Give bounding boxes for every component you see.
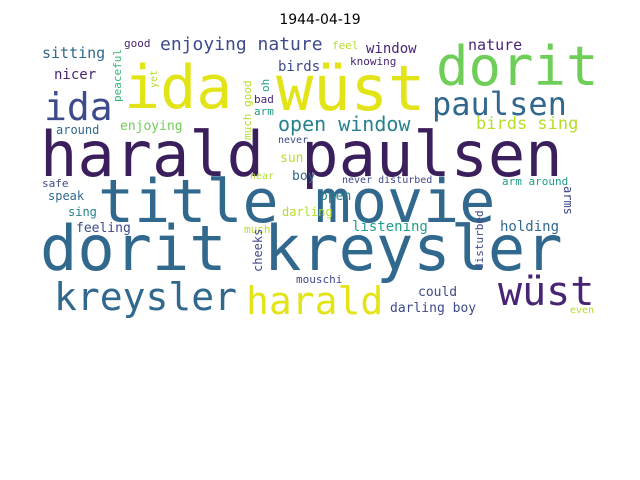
word: safe	[42, 177, 69, 190]
word: nature	[468, 36, 523, 54]
word: around	[56, 123, 100, 137]
word: cheeks	[251, 228, 265, 272]
word: darling	[282, 205, 333, 219]
word: arm around	[502, 175, 569, 188]
word: much	[244, 223, 271, 236]
word: much good	[241, 80, 254, 140]
chart-title: 1944-04-19	[279, 12, 361, 28]
word: dorit	[436, 36, 594, 98]
word: oh	[259, 78, 272, 92]
word: listening	[352, 219, 428, 235]
word: speak	[48, 189, 85, 203]
word: arms	[561, 186, 575, 215]
word: arm	[254, 105, 274, 118]
word: even	[570, 305, 594, 316]
word: darling boy	[390, 301, 477, 316]
word: bad	[254, 93, 274, 106]
word: sun	[280, 151, 304, 166]
word: enjoying	[120, 119, 183, 134]
word: disturbed	[473, 210, 486, 270]
word: harald paulsen	[40, 118, 563, 191]
word: wüst	[498, 269, 594, 315]
word: feeling	[76, 221, 131, 236]
word: sitting	[42, 44, 106, 62]
word: could	[418, 285, 458, 300]
word: birds	[278, 59, 321, 75]
word: harald	[246, 279, 384, 323]
word: title movie	[98, 167, 496, 237]
word: holding	[500, 219, 560, 235]
word: mouschi	[296, 273, 343, 286]
word-cloud: harald paulsen title movie dorit kreysle…	[40, 36, 594, 332]
word: ida	[44, 85, 113, 129]
word: good	[124, 37, 151, 50]
word: sing	[68, 205, 97, 219]
word: yet	[149, 69, 160, 88]
word: never disturbed	[342, 175, 433, 186]
word: birds sing	[476, 114, 579, 134]
word: never	[278, 135, 309, 146]
word: nicer	[54, 67, 97, 83]
word: ida	[124, 53, 233, 123]
word: window	[366, 41, 417, 57]
word: enjoying nature	[160, 36, 323, 55]
word: near	[250, 171, 275, 182]
word: wüst	[276, 52, 426, 125]
word: kreysler	[54, 275, 238, 319]
word: paulsen	[432, 85, 567, 123]
word: open window	[278, 112, 411, 136]
word: open	[320, 189, 352, 204]
word: knowing	[350, 55, 397, 68]
word: dorit kreysler	[40, 212, 563, 285]
word: peaceful	[111, 49, 124, 102]
word: feel	[332, 39, 359, 52]
word: boy	[292, 169, 316, 184]
